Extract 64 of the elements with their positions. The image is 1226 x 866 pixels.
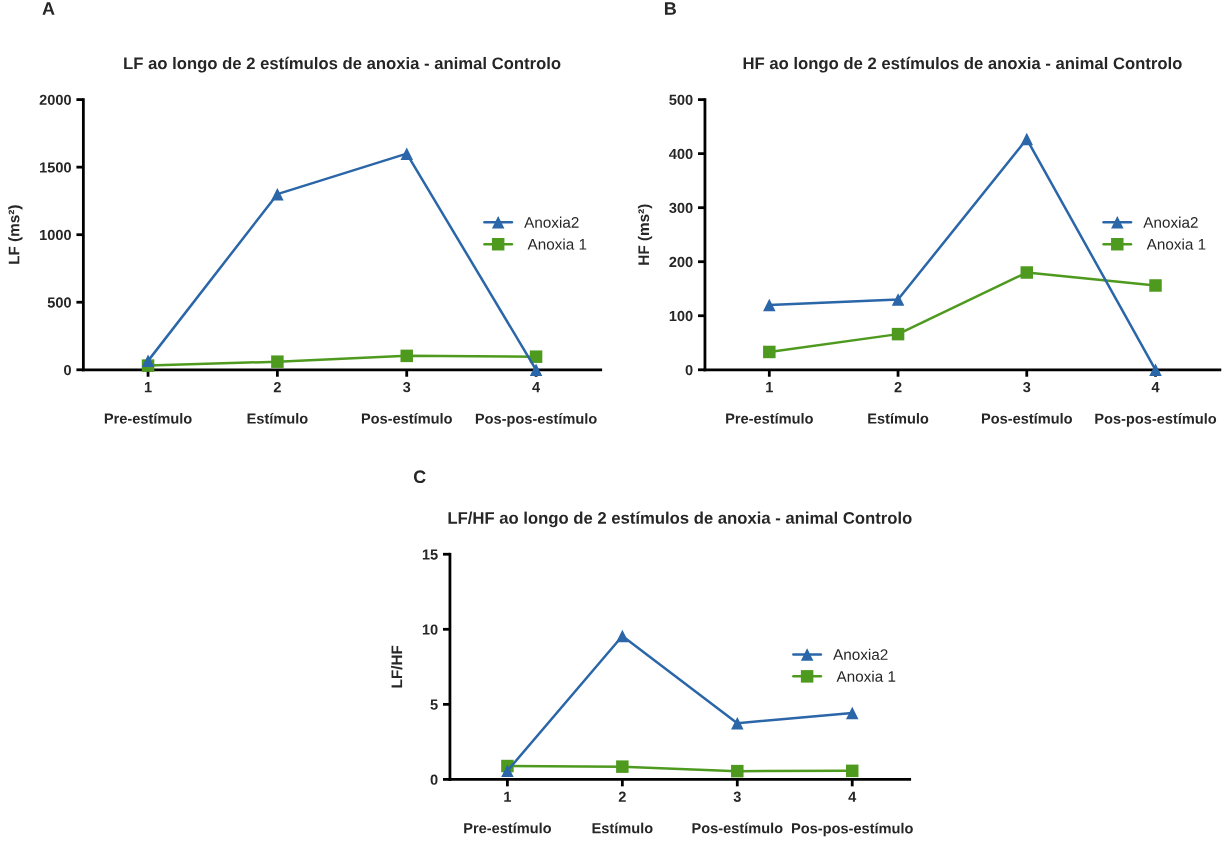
point <box>1020 132 1034 146</box>
y-tick-label: 200 <box>669 256 693 268</box>
y-axis-title: HF (ms²) <box>637 204 653 265</box>
point <box>616 760 629 773</box>
legend-label: Anoxia 1 <box>1146 238 1206 250</box>
y-tick-label: 10 <box>422 624 438 635</box>
chart-title: LF ao longo de 2 estímulos de anoxia - animal Controlo <box>124 56 561 73</box>
category-label: 4 Pos-pos-estímulo <box>792 791 913 837</box>
category-label: 1 Pre-estímulo <box>726 382 813 424</box>
legend-label: Anoxia 1 <box>836 670 896 682</box>
chart-title: LF/HF ao longo de 2 estímulos de anoxia - animal Controlo <box>448 511 912 528</box>
legend-label: Anoxia 1 <box>527 238 587 250</box>
point <box>616 629 629 643</box>
y-tick-label: 100 <box>669 310 693 322</box>
category-label: 4 Pos-pos-estímulo <box>475 382 597 427</box>
point <box>400 349 413 363</box>
point <box>731 764 744 778</box>
y-tick-label: 15 <box>422 549 438 560</box>
point <box>891 327 905 341</box>
point <box>529 350 543 363</box>
point <box>763 345 776 359</box>
y-axis-title: LF (ms²) <box>8 205 23 264</box>
chart-title: HF ao longo de 2 estímulos de anoxia - animal Controlo <box>743 56 1182 73</box>
point <box>400 147 413 160</box>
point <box>845 706 859 720</box>
category-label: 4 Pos-pos-estímulo <box>1095 382 1217 427</box>
point <box>845 764 859 778</box>
y-tick-label: 2000 <box>39 94 71 106</box>
point <box>1149 363 1162 377</box>
point <box>763 298 776 312</box>
category-label: 3 Pos-estímulo <box>692 791 783 834</box>
category-label: 2 Estímulo <box>247 381 308 424</box>
text: C <box>413 470 426 484</box>
point <box>141 354 155 368</box>
point <box>529 363 543 377</box>
point <box>1020 266 1034 279</box>
point <box>501 764 514 778</box>
y-tick-label: 300 <box>669 202 693 214</box>
y-tick-label: 1000 <box>40 229 71 241</box>
y-tick-label: 500 <box>669 94 693 106</box>
y-axis-title: LF/HF <box>391 645 403 688</box>
category-label: 3 Pos-estímulo <box>981 381 1072 424</box>
point <box>271 355 284 368</box>
y-tick-label: 500 <box>47 297 71 308</box>
point <box>891 293 905 306</box>
category-label: 2 Estímulo <box>592 791 653 834</box>
text: B <box>664 2 676 15</box>
category-label: 1 Pre-estímulo <box>104 382 192 424</box>
y-tick-label: 0 <box>64 364 71 376</box>
y-tick-label: 1500 <box>40 162 71 173</box>
point <box>1149 279 1162 292</box>
y-tick-label: 0 <box>685 364 693 376</box>
legend-label: Anoxia2 <box>1143 216 1198 228</box>
category-label: 3 Pos-estímulo <box>361 381 452 424</box>
y-tick-label: 400 <box>669 148 693 160</box>
text: A <box>42 2 55 15</box>
point <box>271 187 284 201</box>
category-label: 1 Pre-estímulo <box>464 791 552 834</box>
y-tick-label: 0 <box>430 774 438 785</box>
category-label: 2 Estímulo <box>868 381 929 424</box>
y-tick-label: 5 <box>430 699 438 710</box>
point <box>731 717 744 730</box>
legend-label: Anoxia2 <box>833 648 888 660</box>
legend-label: Anoxia2 <box>524 216 579 228</box>
